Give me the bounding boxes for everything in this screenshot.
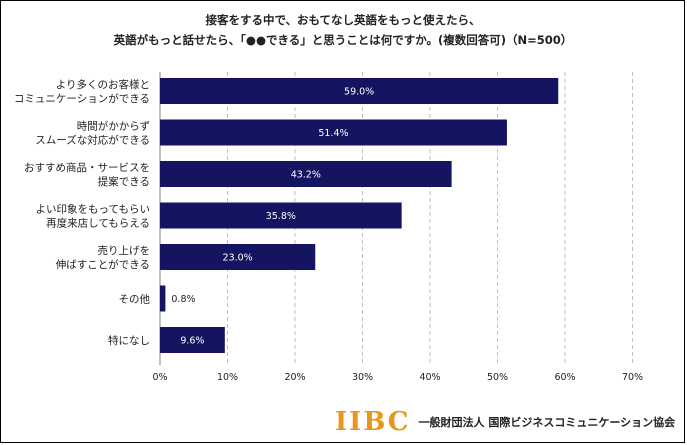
category-label: より多くのお客様とコミュニケーションができる (14, 78, 150, 105)
x-tick-label: 60% (554, 372, 575, 383)
bar (160, 285, 166, 312)
data-label: 9.6% (180, 336, 204, 347)
category-label: 時間がかからずスムーズな対応ができる (35, 120, 150, 147)
category-label: よい印象をもってもらい再度来店してもらえる (36, 204, 150, 230)
x-tick-label: 70% (622, 372, 643, 383)
title-line-1: 接客をする中で、おもてなし英語をもっと使えたら、 (205, 13, 480, 27)
data-label: 0.8% (171, 294, 195, 305)
x-tick-label: 10% (217, 372, 238, 383)
category-label: その他 (119, 293, 151, 306)
x-tick-label: 30% (352, 372, 373, 383)
x-tick-label: 0% (152, 372, 167, 383)
iibc-logo: IIBC (335, 407, 411, 437)
x-tick-label: 40% (419, 372, 440, 383)
data-label: 23.0% (223, 253, 253, 264)
bar (160, 244, 316, 270)
category-labels: より多くのお客様とコミュニケーションができる時間がかからずスムーズな対応ができる… (14, 78, 151, 347)
bar (160, 119, 507, 146)
bar (160, 161, 452, 187)
data-label: 35.8% (266, 211, 296, 222)
bar (160, 327, 225, 353)
data-label: 43.2% (291, 170, 321, 181)
category-label: 売り上げを伸ばすことができる (56, 244, 150, 271)
bars: 59.0% 51.4% 43.2% 35.8% 23.0% 0.8% 9.6% (160, 78, 559, 353)
category-label: おすすめ商品・サービスを提案できる (24, 161, 150, 188)
data-label: 51.4% (318, 128, 348, 139)
data-label: 59.0% (344, 87, 374, 98)
x-tick-labels: 0% 10% 20% 30% 40% 50% 60% 70% (152, 372, 643, 383)
bar (160, 78, 559, 104)
x-tick-label: 50% (487, 372, 508, 383)
chart-title: 接客をする中で、おもてなし英語をもっと使えたら、英語がもっと話せたら、「●●でき… (113, 13, 573, 47)
footer: IIBC 一般財団法人 国際ビジネスコミュニケーション協会 (335, 408, 675, 436)
category-label: 特になし (108, 335, 150, 347)
title-line-2: 英語がもっと話せたら、「●●できる」と思うことは何ですか。(複数回答可)（N=5… (113, 33, 573, 47)
x-tick-label: 20% (284, 372, 305, 383)
organization-name: 一般財団法人 国際ビジネスコミュニケーション協会 (418, 416, 676, 429)
bar (160, 202, 402, 229)
